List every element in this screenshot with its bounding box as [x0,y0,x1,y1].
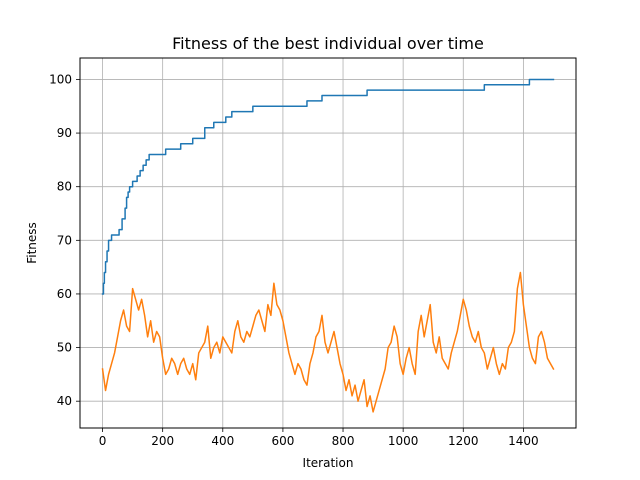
y-tick-label: 100 [49,72,72,86]
y-tick-label: 40 [57,394,72,408]
y-tick-label: 60 [57,287,72,301]
y-tick-label: 70 [57,233,72,247]
plot-frame [79,57,577,429]
y-tick-label: 90 [57,126,72,140]
series-group [101,78,555,413]
chart-title: Fitness of the best individual over time [172,34,484,53]
x-tick-label: 1000 [388,434,419,448]
x-tick-label: 800 [332,434,355,448]
x-tick-label: 1400 [508,434,539,448]
x-tick-label: 200 [151,434,174,448]
x-axis-label: Iteration [303,456,354,470]
x-tick-label: 600 [271,434,294,448]
x-tick-label: 0 [99,434,107,448]
best-fitness-line [101,78,555,295]
x-tick-label: 1200 [448,434,479,448]
current-fitness-line [101,271,555,413]
y-axis-label: Fitness [25,222,39,264]
y-tick-label: 50 [57,341,72,355]
x-tick-label: 400 [211,434,234,448]
y-tick-label: 80 [57,180,72,194]
ticks: 0 200 400 600 800 1000 1200 1400 40 50 60 70 80 90 100 [49,72,539,448]
